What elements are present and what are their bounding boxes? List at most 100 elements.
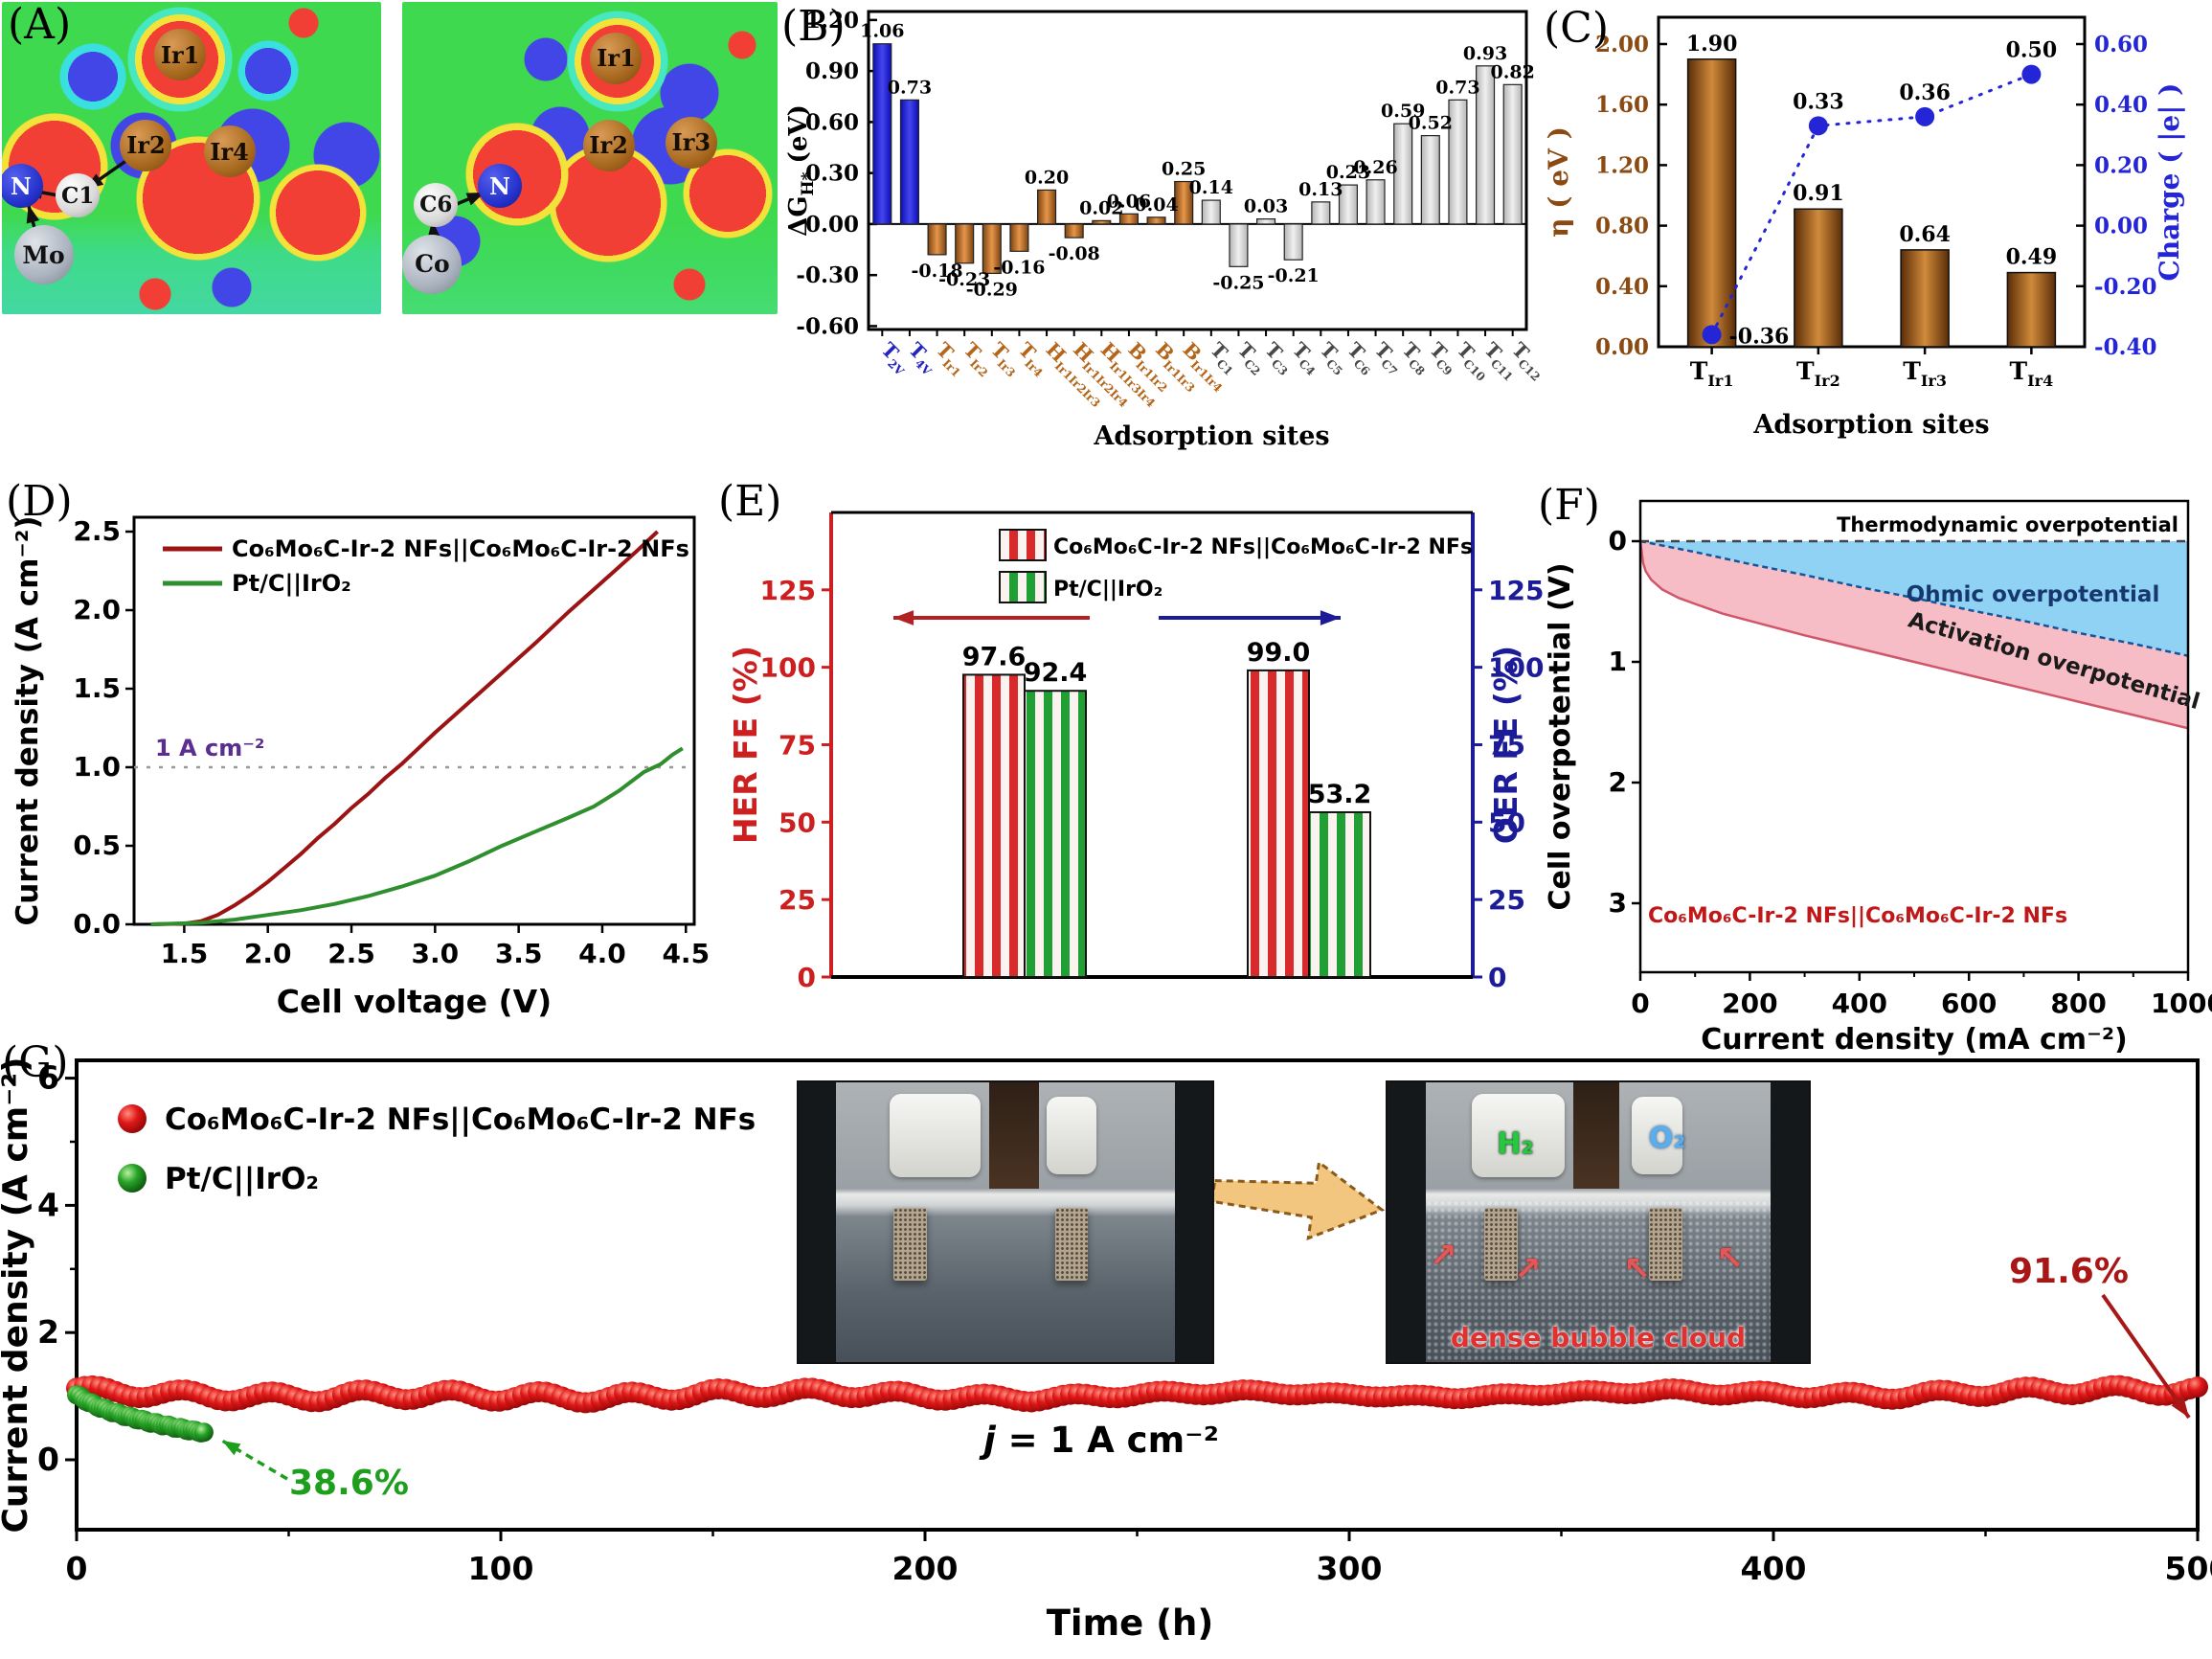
electrolyzer-photo-before [797, 1080, 1214, 1364]
bubble-arrow-icon: ↖ [1623, 1250, 1651, 1289]
svg-text:0: 0 [798, 962, 816, 993]
bubble-arrow-icon: ↖ [1716, 1239, 1744, 1278]
electrode-holder [1572, 1082, 1619, 1189]
bar [1338, 184, 1358, 225]
red-series [66, 1375, 2208, 1414]
svg-text:0.13: 0.13 [1298, 179, 1343, 200]
panel-label-c: (C) [1544, 4, 1609, 53]
atom-marker-ir3: Ir3 [665, 116, 717, 169]
svg-text:0.82: 0.82 [1491, 61, 1535, 82]
svg-text:0.50: 0.50 [2006, 38, 2058, 63]
svg-text:-0.16: -0.16 [993, 257, 1045, 278]
bar [1247, 669, 1310, 978]
svg-text:0.33: 0.33 [1793, 89, 1844, 114]
bar [1476, 65, 1496, 225]
svg-text:0.25: 0.25 [1162, 159, 1206, 180]
valve-fitting [1632, 1096, 1682, 1175]
bar [1146, 216, 1166, 225]
bars [962, 669, 1371, 978]
photo-frame-bar [1388, 1082, 1426, 1362]
data-point [1915, 106, 1935, 126]
svg-text:2.5: 2.5 [327, 938, 375, 969]
thermo-label: Thermodynamic overpotential [1837, 513, 2178, 536]
svg-text:100: 100 [468, 1550, 534, 1587]
svg-text:50: 50 [1488, 807, 1525, 838]
y-axis-label: Current density (A cm⁻²) [11, 515, 45, 925]
svg-text:0.90: 0.90 [805, 58, 859, 84]
series-line [150, 530, 659, 926]
atom-marker-n: N [2, 164, 43, 209]
svg-text:0.60: 0.60 [2094, 32, 2148, 57]
svg-text:92.4: 92.4 [1024, 658, 1088, 688]
svg-text:0: 0 [37, 1441, 59, 1478]
svg-text:25: 25 [1488, 884, 1525, 916]
svg-text:0.14: 0.14 [1189, 177, 1233, 198]
valve-fitting [890, 1093, 982, 1178]
y-axis-label-right: OER FE (%) [1487, 646, 1524, 844]
svg-text:0.80: 0.80 [1595, 214, 1649, 239]
chart-stability: 0 2 4 6 0 100 200 300 400 500 Co₆Mo₆C-Ir-2 NFs||Co… [0, 1057, 2212, 1644]
panel-label-b: (B) [781, 2, 846, 51]
bar [1311, 201, 1331, 225]
bar [1009, 223, 1029, 252]
chart-faradaic-efficiency: 0 0 25 25 50 50 75 75 100 100 125 125 97.6 99.0 92.4 53… [727, 511, 1544, 993]
svg-text:-0.25: -0.25 [1212, 272, 1264, 293]
svg-text:0.73: 0.73 [888, 77, 932, 98]
svg-text:0.40: 0.40 [1595, 274, 1649, 300]
bar [1502, 83, 1523, 225]
bar [1201, 199, 1221, 225]
svg-text:Adsorption sites: Adsorption sites [1093, 421, 1329, 451]
atom-marker-ir2: Ir2 [120, 119, 172, 171]
panel-label-e: (E) [718, 477, 782, 526]
bar [1308, 810, 1371, 978]
bubble-haze [1425, 1199, 1772, 1362]
svg-text:1.60: 1.60 [1595, 92, 1649, 118]
svg-text:Adsorption sites: Adsorption sites [1752, 410, 1989, 440]
svg-text:0.40: 0.40 [2094, 92, 2148, 118]
x-axis-label: Time (h) [1047, 1602, 1214, 1644]
svg-text:0.06: 0.06 [1107, 191, 1151, 212]
svg-text:75: 75 [1488, 729, 1525, 761]
y-axis-label-right: Charge ( |e| ) [2154, 83, 2185, 282]
svg-text:0.03: 0.03 [1244, 196, 1288, 217]
svg-text:TIr2: TIr2 [1796, 357, 1840, 390]
legend-label: Pt/C||IrO₂ [1053, 578, 1162, 602]
charge-points [1702, 64, 2042, 345]
svg-text:0.5: 0.5 [73, 830, 121, 861]
svg-text:TIr4: TIr4 [2010, 357, 2054, 390]
atom-marker-ir1: Ir1 [590, 32, 643, 84]
y-axis-label-left: η ( eV ) [1543, 126, 1574, 238]
charge-density-map-right: Ir1 Ir2 Ir3 N C6 Co [402, 2, 778, 314]
electrode [1054, 1208, 1089, 1282]
bar [1420, 135, 1440, 225]
svg-text:500: 500 [2165, 1550, 2212, 1587]
svg-text:800: 800 [2050, 988, 2106, 1019]
svg-text:75: 75 [779, 729, 816, 761]
svg-text:3.0: 3.0 [412, 938, 460, 969]
svg-text:99.0: 99.0 [1247, 638, 1311, 668]
svg-text:50: 50 [779, 807, 816, 838]
h2-gas-label: H₂ [1497, 1126, 1534, 1161]
panel-label-g: (G) [2, 1038, 69, 1087]
atom-marker-ir2: Ir2 [582, 119, 635, 171]
svg-text:-0.18: -0.18 [911, 261, 962, 282]
svg-text:0.52: 0.52 [1409, 113, 1453, 134]
bar [927, 223, 947, 256]
charge-density-map-left: Ir1 Ir2 Ir4 N C1 Mo [2, 2, 381, 314]
bar [1900, 249, 1950, 348]
o2-gas-label: O₂ [1648, 1121, 1686, 1155]
bar [1118, 213, 1139, 225]
svg-text:-0.08: -0.08 [1049, 243, 1100, 264]
svg-text:2.0: 2.0 [73, 594, 121, 625]
svg-text:0: 0 [1488, 962, 1506, 993]
svg-text:0: 0 [1609, 525, 1627, 557]
atom-marker-n: N [477, 164, 522, 209]
bar [1256, 217, 1276, 225]
svg-text:-0.36: -0.36 [1729, 324, 1790, 349]
svg-text:125: 125 [1488, 575, 1544, 606]
bar [1366, 179, 1386, 225]
svg-text:0.20: 0.20 [2094, 152, 2148, 178]
ref-line-label: 1 A cm⁻² [155, 735, 264, 761]
svg-text:200: 200 [892, 1550, 959, 1587]
